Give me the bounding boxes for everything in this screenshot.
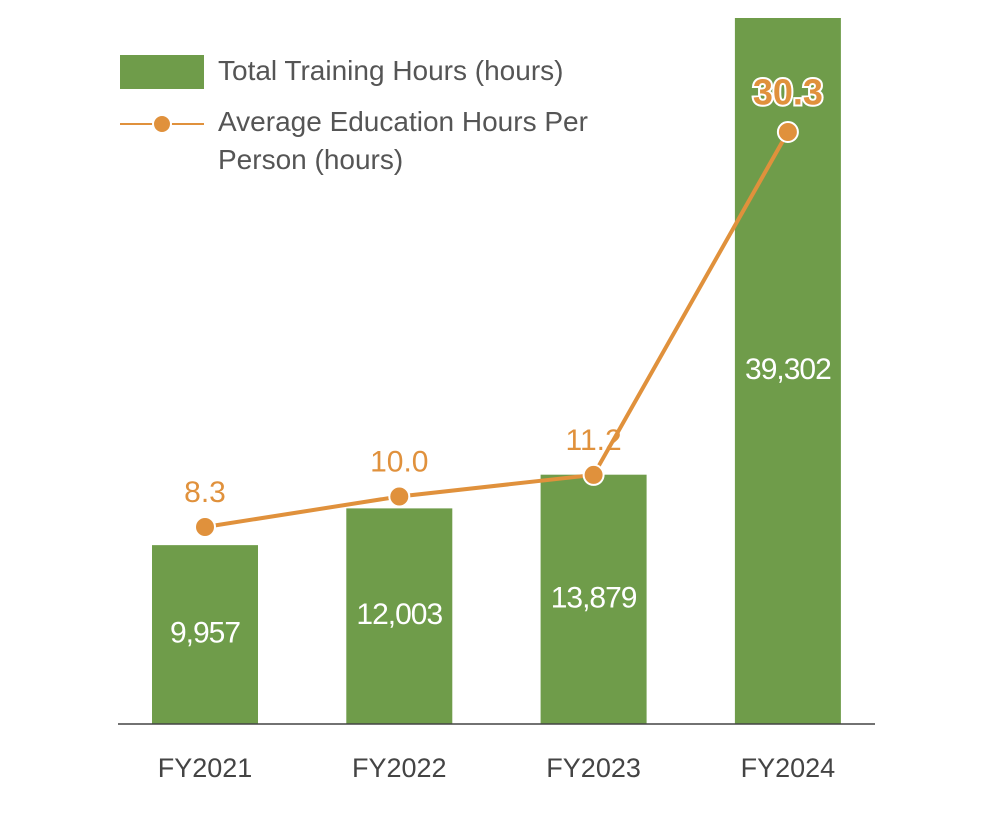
line-value-label: 10.0	[370, 445, 428, 478]
bar-value-label: 13,879	[551, 581, 637, 614]
legend-label: Total Training Hours (hours)	[218, 55, 564, 86]
legend-swatch	[120, 55, 204, 89]
x-tick-label: FY2022	[352, 753, 447, 783]
legend-label: Average Education Hours Per Person (hour…	[218, 106, 588, 175]
bar	[152, 545, 258, 724]
bar-value-label: 9,957	[170, 616, 240, 649]
line-point	[388, 485, 411, 508]
bar	[346, 508, 453, 724]
x-tick-label: FY2024	[741, 753, 836, 783]
line-point	[776, 121, 799, 143]
line-value-label: 11.2	[566, 424, 622, 457]
bar-value-label: 39,302	[745, 353, 831, 386]
bar	[540, 474, 647, 724]
x-tick-label: FY2021	[158, 753, 253, 783]
line	[204, 131, 790, 529]
bar-value-label: 12,003	[356, 598, 442, 631]
line-value-label: 30.3	[753, 72, 823, 113]
legend-swatch	[152, 114, 172, 134]
x-tick-label: FY2023	[546, 753, 641, 783]
line-value-label: 8.3	[184, 476, 226, 509]
line-point	[582, 463, 605, 486]
line-point	[194, 516, 216, 538]
